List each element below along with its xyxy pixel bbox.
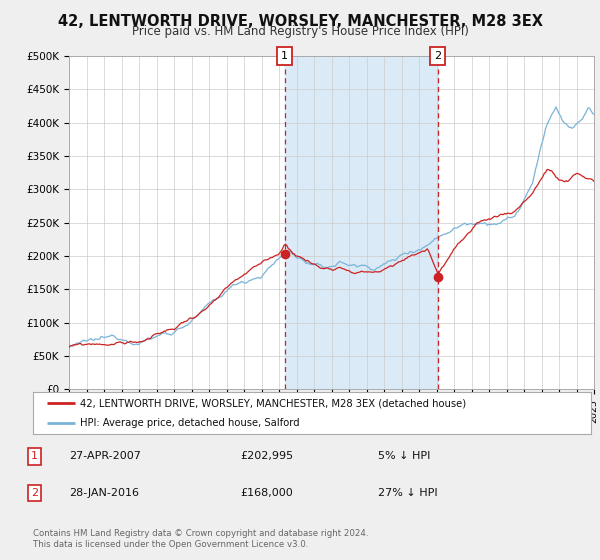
Text: 2: 2 bbox=[434, 51, 442, 61]
Text: 27-APR-2007: 27-APR-2007 bbox=[69, 451, 141, 461]
Bar bbox=[284, 56, 438, 389]
Text: 27% ↓ HPI: 27% ↓ HPI bbox=[378, 488, 437, 498]
Text: 42, LENTWORTH DRIVE, WORSLEY, MANCHESTER, M28 3EX (detached house): 42, LENTWORTH DRIVE, WORSLEY, MANCHESTER… bbox=[80, 398, 467, 408]
Text: 2: 2 bbox=[31, 488, 38, 498]
Text: 1: 1 bbox=[281, 51, 288, 61]
Text: 5% ↓ HPI: 5% ↓ HPI bbox=[378, 451, 430, 461]
Text: £168,000: £168,000 bbox=[240, 488, 293, 498]
Text: Contains HM Land Registry data © Crown copyright and database right 2024.
This d: Contains HM Land Registry data © Crown c… bbox=[33, 529, 368, 549]
Text: 28-JAN-2016: 28-JAN-2016 bbox=[69, 488, 139, 498]
Text: HPI: Average price, detached house, Salford: HPI: Average price, detached house, Salf… bbox=[80, 418, 300, 428]
Text: £202,995: £202,995 bbox=[240, 451, 293, 461]
Text: Price paid vs. HM Land Registry's House Price Index (HPI): Price paid vs. HM Land Registry's House … bbox=[131, 25, 469, 38]
Text: 1: 1 bbox=[31, 451, 38, 461]
Text: 42, LENTWORTH DRIVE, WORSLEY, MANCHESTER, M28 3EX: 42, LENTWORTH DRIVE, WORSLEY, MANCHESTER… bbox=[58, 14, 542, 29]
